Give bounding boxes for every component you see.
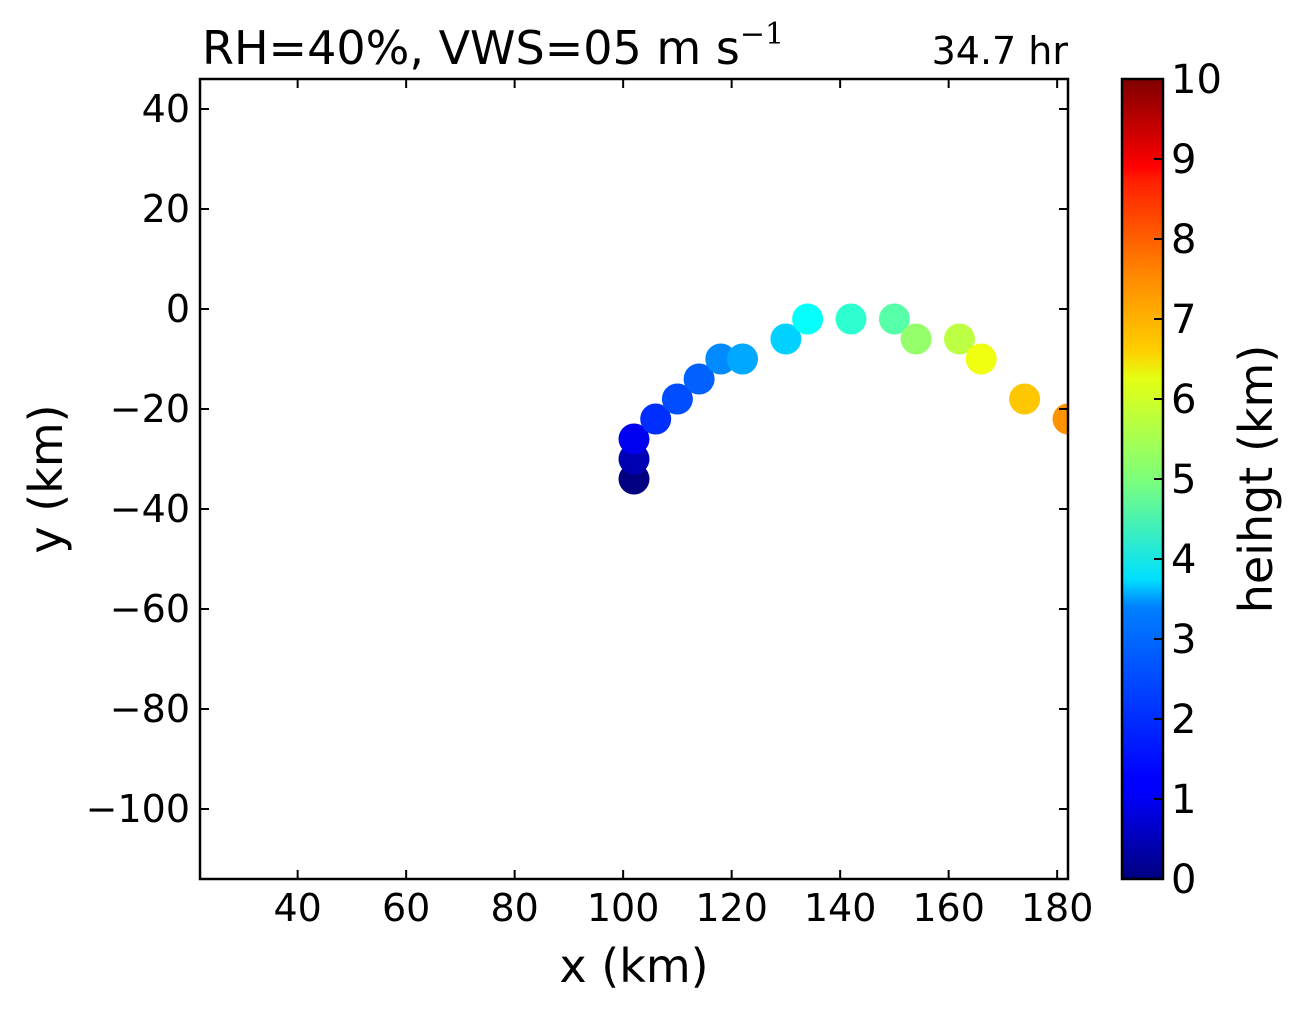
y-axis-label: y (km) [19, 404, 73, 553]
x-axis-label: x (km) [559, 939, 708, 993]
scatter-point [661, 383, 693, 415]
x-tick-label: 60 [382, 886, 430, 930]
plot-frame [198, 77, 1070, 881]
y-tick-label: −100 [86, 787, 190, 831]
x-tick-label: 80 [490, 886, 538, 930]
colorbar-tick-label: 7 [1171, 297, 1196, 343]
scatter-point [835, 303, 867, 335]
time-label: 34.7 hr [932, 29, 1069, 73]
scatter-point [705, 343, 737, 375]
colorbar-tick-label: 0 [1171, 857, 1196, 903]
x-tick-label: 100 [587, 886, 660, 930]
colorbar-tick-label: 10 [1171, 57, 1222, 103]
scatter-point [900, 323, 932, 355]
colorbar-tick-label: 2 [1171, 697, 1196, 743]
chart-title: RH=40%, VWS=05 m s−1 [202, 17, 784, 75]
scatter-point [944, 323, 975, 355]
y-tick-label: 0 [166, 287, 190, 331]
y-tick-label: −60 [110, 587, 190, 631]
colorbar-tick-label: 8 [1171, 217, 1196, 263]
scatter-point [878, 303, 910, 335]
scatter-point [770, 323, 802, 355]
scatter-point [683, 363, 715, 395]
y-tick-label: −20 [110, 387, 190, 431]
colorbar-label: heihgt (km) [1229, 345, 1283, 614]
y-tick-label: −80 [110, 687, 190, 731]
scatter-points [618, 303, 1068, 495]
scatter-point [727, 343, 758, 375]
y-tick-label: 40 [142, 87, 190, 131]
colorbar-tick-label: 9 [1171, 137, 1196, 183]
colorbar-tick-label: 3 [1171, 617, 1196, 663]
scatter-point [1009, 383, 1041, 415]
y-tick-label: −40 [110, 487, 190, 531]
colorbar-tick-label: 5 [1171, 457, 1196, 503]
x-tick-label: 40 [273, 886, 321, 930]
colorbar-ticks: 0 1 2 3 4 5 6 7 8 9 10 [1154, 57, 1222, 903]
y-axis: 40 20 0 −20 −40 −60 −80 −100 [86, 87, 1068, 831]
y-tick-label: 20 [142, 187, 190, 231]
x-tick-label: 180 [1021, 886, 1094, 930]
x-tick-label: 160 [912, 886, 985, 930]
colorbar-tick-label: 6 [1171, 377, 1196, 423]
x-tick-label: 120 [695, 886, 768, 930]
colorbar-tick-label: 4 [1171, 537, 1196, 583]
x-axis: 40 60 80 100 120 140 160 180 [273, 79, 1093, 930]
scatter-point [640, 403, 672, 435]
scatter-point [618, 423, 650, 455]
x-tick-label: 140 [804, 886, 877, 930]
scatter-point [1052, 403, 1068, 435]
scatter-point [792, 303, 824, 335]
scatter-point [965, 343, 997, 375]
colorbar-tick-label: 1 [1171, 777, 1196, 823]
